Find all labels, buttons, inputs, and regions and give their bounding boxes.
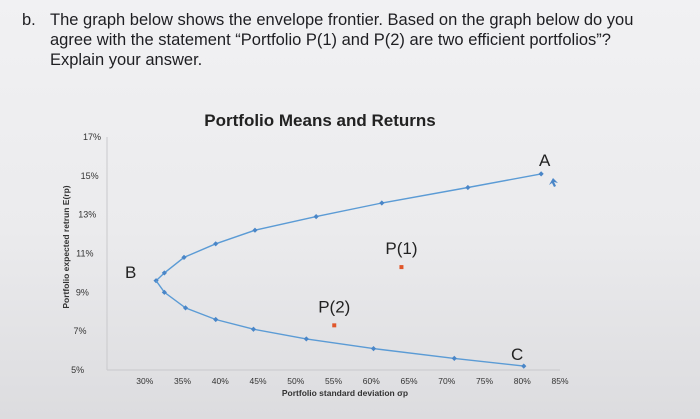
highlight-label: P(2) (318, 297, 350, 316)
data-point (313, 214, 319, 220)
highlight-point (399, 265, 404, 270)
y-tick-label: 5% (71, 365, 84, 375)
data-point (161, 289, 167, 295)
y-tick-label: 17% (83, 132, 101, 142)
data-point (213, 316, 219, 323)
frontier-line (155, 173, 542, 282)
data-point (252, 227, 258, 233)
x-tick-label: 35% (174, 376, 191, 386)
x-tick-label: 40% (212, 376, 229, 386)
x-tick-label: 75% (476, 376, 493, 386)
data-point (303, 336, 309, 342)
y-tick-label: 15% (81, 171, 99, 181)
data-point (161, 270, 167, 276)
y-tick-label: 11% (76, 249, 93, 259)
data-point (181, 254, 187, 260)
x-tick-label: 55% (325, 376, 342, 386)
x-tick-label: 80% (514, 376, 531, 386)
data-point (538, 171, 544, 177)
y-axis-label: Portfolio expected retrun E(rp) (61, 185, 71, 308)
data-point (370, 346, 377, 352)
x-tick-label: 45% (249, 376, 266, 386)
data-point (250, 326, 257, 332)
data-point (182, 305, 189, 311)
data-point (521, 363, 527, 369)
annotation-b: B (125, 263, 136, 282)
data-point (379, 200, 385, 206)
question-label: b. (22, 11, 36, 29)
question-body: The graph below shows the envelope front… (50, 11, 634, 69)
highlight-label: P(1) (385, 239, 417, 258)
annotation-c: C (511, 345, 523, 364)
y-tick-label: 13% (78, 210, 96, 220)
question-text: b. The graph below shows the envelope fr… (22, 10, 662, 70)
data-point (451, 355, 457, 361)
x-tick-label: 85% (551, 376, 568, 386)
frontier-line (155, 280, 524, 367)
x-tick-label: 65% (400, 376, 417, 386)
y-tick-label: 7% (73, 326, 86, 336)
x-axis-label: Portfolio standard deviation σp (282, 388, 408, 398)
highlight-point (332, 323, 337, 328)
x-tick-label: 60% (363, 376, 380, 386)
annotation-a: A (539, 151, 551, 170)
data-point (213, 241, 219, 247)
data-point (465, 184, 471, 191)
x-tick-label: 50% (287, 376, 304, 386)
x-tick-label: 30% (136, 376, 153, 386)
chart-title: Portfolio Means and Returns (204, 111, 435, 130)
x-tick-label: 70% (438, 376, 455, 386)
y-tick-label: 9% (76, 287, 89, 297)
arrow-icon (549, 178, 558, 187)
